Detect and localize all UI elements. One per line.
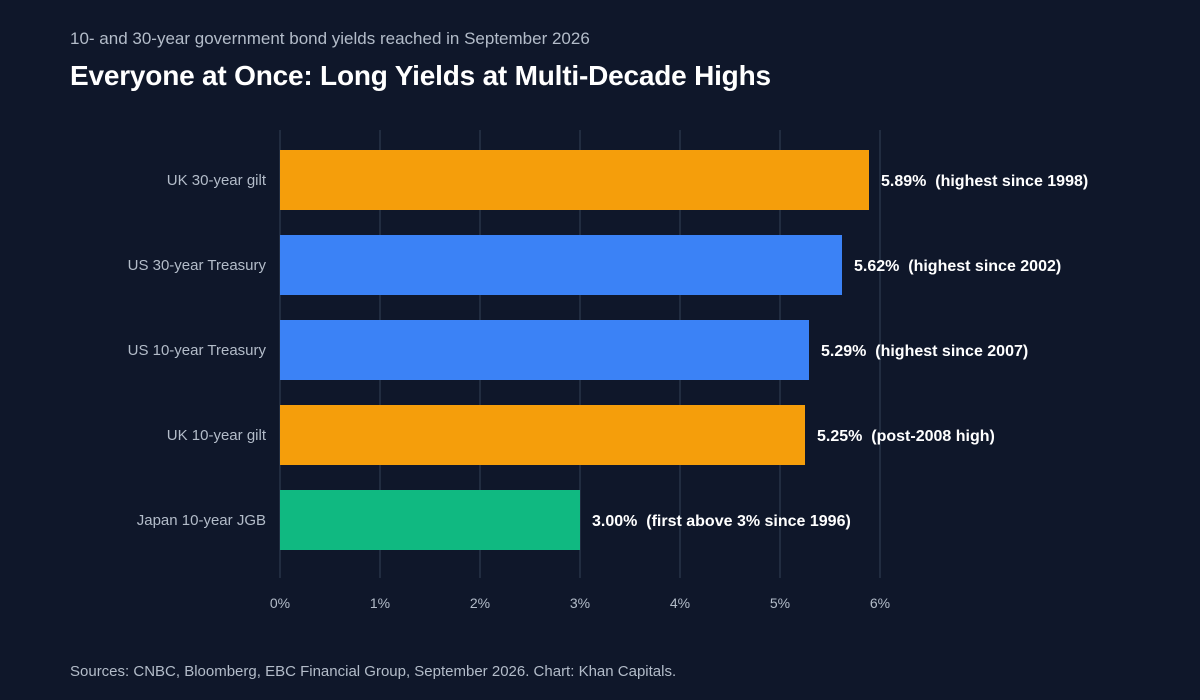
bar: [280, 490, 580, 550]
bar: [280, 405, 805, 465]
data-label: 5.62% (highest since 2002): [854, 258, 1061, 275]
category-label: UK 30-year gilt: [167, 172, 267, 189]
bar: [280, 320, 809, 380]
category-label: UK 10-year gilt: [167, 427, 267, 444]
bar: [280, 235, 842, 295]
x-tick-label: 2%: [470, 595, 490, 611]
category-label: US 30-year Treasury: [128, 257, 267, 274]
x-tick-label: 5%: [770, 595, 790, 611]
data-label: 5.29% (highest since 2007): [821, 343, 1028, 360]
bar: [280, 150, 869, 210]
bars: [280, 150, 869, 550]
data-label: 5.25% (post-2008 high): [817, 428, 995, 445]
data-label: 5.89% (highest since 1998): [881, 173, 1088, 190]
x-tick-label: 0%: [270, 595, 290, 611]
x-tick-label: 1%: [370, 595, 390, 611]
x-axis-ticks: 0% 1% 2% 3% 4% 5% 6%: [270, 595, 890, 611]
chart-subtitle: 10- and 30-year government bond yields r…: [70, 29, 590, 48]
category-label: Japan 10-year JGB: [137, 512, 266, 529]
category-labels: UK 30-year gilt US 30-year Treasury US 10-…: [128, 172, 267, 529]
x-tick-label: 3%: [570, 595, 590, 611]
source-note: Sources: CNBC, Bloomberg, EBC Financial …: [70, 663, 677, 680]
category-label: US 10-year Treasury: [128, 342, 267, 359]
x-tick-label: 4%: [670, 595, 690, 611]
x-tick-label: 6%: [870, 595, 890, 611]
data-labels: 5.89% (highest since 1998) 5.62% (highest…: [592, 173, 1088, 530]
chart-title: Everyone at Once: Long Yields at Multi-D…: [70, 60, 771, 91]
data-label: 3.00% (first above 3% since 1996): [592, 513, 851, 530]
